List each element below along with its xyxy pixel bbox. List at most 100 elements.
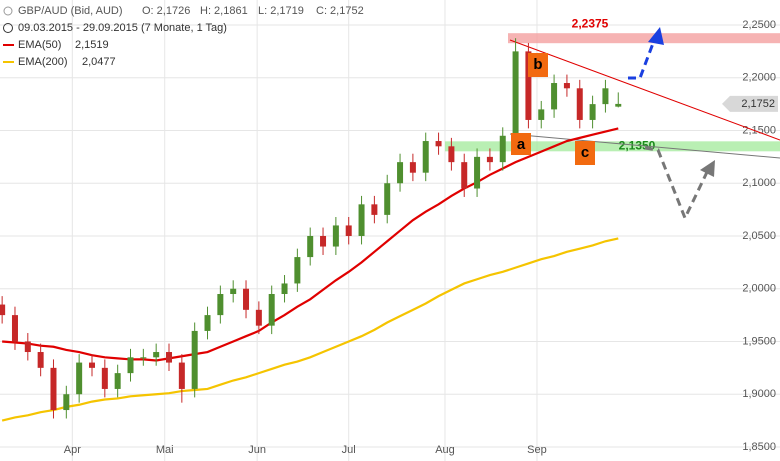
plot-layer: 2,1752 <box>0 38 778 422</box>
candle-body <box>422 141 429 173</box>
x-tick-label: Aug <box>435 444 455 456</box>
candle-body <box>538 109 545 120</box>
candle-body <box>140 357 147 359</box>
y-tick-label: 2,2500 <box>742 19 776 31</box>
candle-body <box>307 235 314 258</box>
legend-value: 2,0477 <box>82 56 116 68</box>
candle-body <box>204 315 211 331</box>
y-tick-label: 2,0000 <box>742 283 776 295</box>
x-tick-label: Jul <box>342 444 356 456</box>
ohlc-open: O: 2,1726 <box>142 5 190 17</box>
arrow-head <box>648 27 664 45</box>
candle-body <box>345 225 352 236</box>
candle-body <box>243 288 250 310</box>
candle-body <box>114 373 121 389</box>
instrument: GBP/AUD (Bid, AUD) <box>18 5 123 17</box>
candle-body <box>384 183 391 215</box>
candle-body <box>332 225 339 247</box>
candle-body <box>166 352 173 363</box>
y-tick-label: 2,0500 <box>742 230 776 242</box>
candle-body <box>512 51 519 136</box>
price-marker <box>722 95 778 112</box>
ohlc-close: C: 2,1752 <box>316 5 364 17</box>
ema-line <box>1 237 619 422</box>
candle-body <box>268 294 275 326</box>
candle-body <box>435 141 442 147</box>
legend-label: EMA(200) <box>18 56 68 68</box>
candle-body <box>50 367 57 411</box>
annotation-a: a <box>511 133 531 155</box>
trend-line <box>509 39 780 141</box>
scenario-arrow <box>628 37 657 80</box>
y-tick-label: 1,9000 <box>742 388 776 400</box>
y-tick-label: 2,1500 <box>742 124 776 136</box>
candle-body <box>191 330 198 389</box>
clock-icon <box>3 23 13 33</box>
candle-body <box>24 341 31 353</box>
header: GBP/AUD (Bid, AUD) O: 2,1726 H: 2,1861 L… <box>3 5 364 68</box>
candle-body <box>76 362 83 395</box>
level-label: 2,2375 <box>572 16 609 30</box>
candle-body <box>37 352 44 368</box>
icon <box>3 6 13 16</box>
candle-body <box>153 352 160 358</box>
x-tick-label: Jun <box>248 444 266 456</box>
candle-body <box>178 362 185 389</box>
arrow-head <box>700 160 715 177</box>
level-zone <box>508 33 780 44</box>
period: 09.03.2015 - 29.09.2015 (7 Monate, 1 Tag… <box>18 22 227 34</box>
ohlc-low: L: 2,1719 <box>258 5 304 17</box>
candle-body <box>563 83 570 89</box>
candle-body <box>525 51 532 120</box>
candle-body <box>551 83 558 110</box>
candle-body <box>320 235 327 247</box>
annotation-label: b <box>533 56 542 73</box>
candle-body <box>486 156 493 163</box>
legend-value: 2,1519 <box>75 39 109 51</box>
ohlc-high: H: 2,1861 <box>200 5 248 17</box>
candle-body <box>127 357 134 374</box>
candle-body <box>589 104 596 120</box>
annotation-c: c <box>575 141 595 165</box>
legend-label: EMA(50) <box>18 39 61 51</box>
candle-body <box>615 103 622 107</box>
candle-body <box>88 362 95 368</box>
y-tick-label: 2,1000 <box>742 177 776 189</box>
candle-body <box>281 283 288 295</box>
trend-line <box>509 133 780 159</box>
candle-body <box>230 288 237 295</box>
candle-body <box>101 367 108 389</box>
candle-body <box>397 162 404 184</box>
candle-body <box>602 88 609 105</box>
y-tick-label: 1,8500 <box>742 441 776 453</box>
level-zone <box>445 141 780 152</box>
candle-body <box>409 162 416 173</box>
candle-body <box>11 315 18 342</box>
x-tick-label: Mai <box>156 444 174 456</box>
x-tick-label: Sep <box>527 444 547 456</box>
annotation-label: a <box>517 136 526 153</box>
candle-body <box>461 162 468 189</box>
annotation-label: c <box>581 144 589 161</box>
candle-body <box>294 257 301 284</box>
candle-body <box>358 204 365 236</box>
candle-body <box>474 156 481 189</box>
candle-body <box>499 135 506 163</box>
y-tick-label: 2,2000 <box>742 72 776 84</box>
ema-line <box>2 127 619 362</box>
y-tick-label: 1,9500 <box>742 335 776 347</box>
annotation-b: b <box>528 53 548 77</box>
candle-body <box>255 309 262 326</box>
candle-body <box>217 294 224 316</box>
candle-body <box>576 88 583 120</box>
candle-body <box>448 146 455 163</box>
candle-body <box>0 304 6 316</box>
candle-body <box>371 204 378 215</box>
x-tick-label: Apr <box>64 444 81 456</box>
candle-body <box>63 394 70 411</box>
scenario-arrow <box>644 146 710 222</box>
